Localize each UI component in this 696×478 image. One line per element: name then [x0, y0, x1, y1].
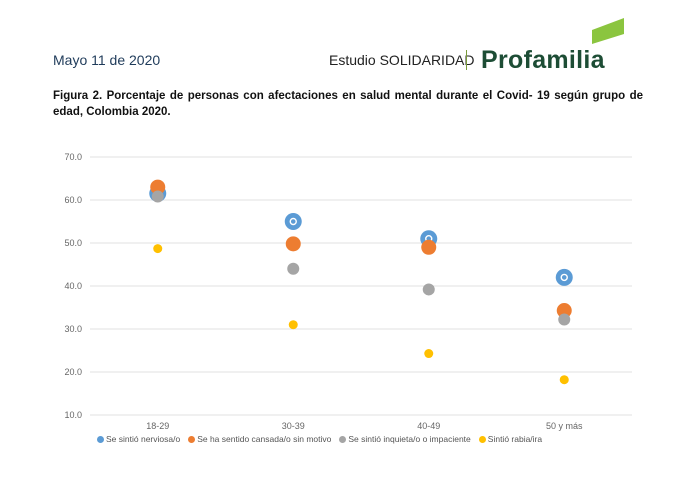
y-tick-label: 70.0: [64, 152, 82, 162]
data-point: [421, 239, 437, 255]
data-point: [424, 349, 434, 359]
legend-swatch: [188, 435, 196, 443]
x-tick-label: 18-29: [146, 421, 169, 431]
legend-label: Sintió rabia/ira: [487, 434, 543, 444]
data-point-center: [289, 217, 297, 226]
data-point-center: [560, 273, 568, 282]
x-tick-label: 50 y más: [546, 421, 583, 431]
x-tick-label: 40-49: [417, 421, 440, 431]
y-tick-label: 10.0: [64, 410, 82, 420]
data-point: [151, 190, 164, 203]
data-point: [558, 313, 571, 326]
logo-mark-icon: [592, 18, 624, 44]
data-point: [422, 283, 435, 296]
legend-swatch: [478, 435, 486, 443]
data-point: [284, 213, 302, 230]
figure-caption: Figura 2. Porcentaje de personas con afe…: [53, 90, 643, 118]
legend-item: Se sintió nerviosa/o: [97, 434, 180, 444]
data-point: [288, 320, 298, 330]
header-divider: [466, 50, 467, 70]
data-point: [285, 236, 301, 252]
data-point: [153, 244, 163, 254]
data-point: [150, 179, 166, 195]
legend-item: Se ha sentido cansada/o sin motivo: [188, 434, 331, 444]
legend-item: Sintió rabia/ira: [478, 434, 543, 444]
study-title: Estudio SOLIDARIDAD: [329, 52, 475, 68]
date-label: Mayo 11 de 2020: [53, 52, 161, 68]
chart-legend: Se sintió nerviosa/o Se ha sentido cansa…: [97, 434, 550, 444]
data-point: [287, 262, 300, 275]
y-tick-label: 50.0: [64, 238, 82, 248]
data-point: [555, 268, 573, 286]
x-tick-label: 30-39: [282, 421, 305, 431]
logo: Profamilia: [481, 46, 605, 74]
legend-swatch: [97, 435, 104, 443]
y-tick-label: 30.0: [64, 324, 82, 334]
data-point: [559, 375, 569, 385]
legend-label: Se sintió inquieta/o o impaciente: [348, 434, 471, 444]
legend-label: Se ha sentido cansada/o sin motivo: [197, 434, 332, 444]
data-point: [556, 303, 572, 319]
y-tick-label: 60.0: [64, 195, 82, 205]
y-tick-label: 20.0: [64, 367, 82, 377]
legend-item: Se sintió inquieta/o o impaciente: [339, 434, 471, 444]
legend-swatch: [339, 435, 347, 443]
legend-label: Se sintió nerviosa/o: [106, 434, 181, 444]
y-tick-label: 40.0: [64, 281, 82, 291]
